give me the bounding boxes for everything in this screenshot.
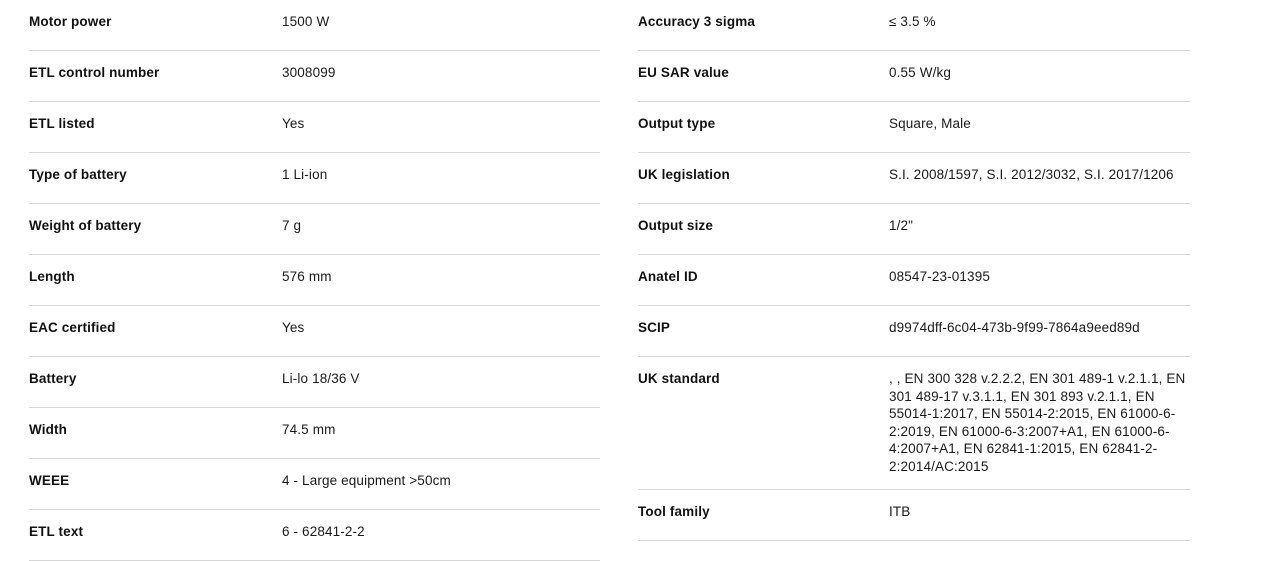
table-row: SCIP d9974dff-6c04-473b-9f99-7864a9eed89…	[638, 306, 1190, 357]
table-row: Type of battery 1 Li-ion	[29, 153, 600, 204]
spec-label: Width	[29, 422, 68, 437]
spec-value: 1 Li-ion	[282, 167, 328, 182]
spec-label: Type of battery	[29, 167, 127, 182]
spec-label: Motor power	[29, 14, 112, 29]
table-row: EAC certified Yes	[29, 306, 600, 357]
spec-value: Yes	[282, 320, 305, 335]
spec-column-right: Accuracy 3 sigma ≤ 3.5 % EU SAR value 0.…	[619, 0, 1279, 541]
spec-value: 1/2"	[889, 218, 914, 233]
spec-label: Tool family	[638, 503, 710, 519]
table-row: Anatel ID 08547-23-01395	[638, 255, 1190, 306]
spec-value: Li-lo 18/36 V	[282, 371, 360, 386]
spec-label: UK standard	[638, 371, 720, 386]
spec-label: Accuracy 3 sigma	[638, 14, 755, 29]
spec-label: Battery	[29, 371, 77, 386]
table-row: UK standard , , EN 300 328 v.2.2.2, EN 3…	[638, 357, 1190, 490]
table-row: Output size 1/2"	[638, 204, 1190, 255]
spec-label: UK legislation	[638, 167, 730, 182]
spec-label: ETL text	[29, 524, 84, 539]
spec-value: ≤ 3.5 %	[889, 14, 936, 29]
spec-label: Output type	[638, 116, 716, 131]
spec-label: ETL control number	[29, 65, 160, 80]
table-row: Length 576 mm	[29, 255, 600, 306]
table-row: Tool family ITB	[638, 490, 1190, 541]
spec-value: 3008099	[282, 65, 336, 80]
table-row: EU SAR value 0.55 W/kg	[638, 51, 1190, 102]
spec-column-left: Motor power 1500 W ETL control number 30…	[0, 0, 600, 561]
spec-value: , , EN 300 328 v.2.2.2, EN 301 489-1 v.2…	[889, 371, 1186, 474]
spec-value: 1500 W	[282, 14, 330, 29]
spec-label: Output size	[638, 218, 713, 233]
spec-value: 0.55 W/kg	[889, 65, 951, 80]
spec-value: 6 - 62841-2-2	[282, 524, 365, 539]
table-row: Battery Li-lo 18/36 V	[29, 357, 600, 408]
spec-value: 4 - Large equipment >50cm	[282, 473, 451, 488]
spec-label: EAC certified	[29, 320, 116, 335]
spec-label: Length	[29, 269, 75, 284]
table-row: UK legislation S.I. 2008/1597, S.I. 2012…	[638, 153, 1190, 204]
table-row: Weight of battery 7 g	[29, 204, 600, 255]
table-row: ETL text 6 - 62841-2-2	[29, 510, 600, 561]
table-row: ETL control number 3008099	[29, 51, 600, 102]
spec-value: S.I. 2008/1597, S.I. 2012/3032, S.I. 201…	[889, 167, 1174, 182]
spec-value: Yes	[282, 116, 305, 131]
spec-label: EU SAR value	[638, 65, 729, 80]
spec-label: ETL listed	[29, 116, 95, 131]
spec-value: 74.5 mm	[282, 422, 336, 437]
table-row: Width 74.5 mm	[29, 408, 600, 459]
spec-label: Anatel ID	[638, 269, 698, 284]
spec-value: Square, Male	[889, 116, 971, 131]
spec-value: 08547-23-01395	[889, 269, 990, 284]
spec-value: d9974dff-6c04-473b-9f99-7864a9eed89d	[889, 320, 1140, 335]
table-row: WEEE 4 - Large equipment >50cm	[29, 459, 600, 510]
spec-label: WEEE	[29, 473, 70, 488]
table-row: Motor power 1500 W	[29, 0, 600, 51]
table-row: Accuracy 3 sigma ≤ 3.5 %	[638, 0, 1190, 51]
spec-label: Weight of battery	[29, 218, 142, 233]
table-row: Output type Square, Male	[638, 102, 1190, 153]
spec-label: SCIP	[638, 320, 671, 335]
spec-value: 576 mm	[282, 269, 332, 284]
table-row: ETL listed Yes	[29, 102, 600, 153]
spec-value: 7 g	[282, 218, 302, 233]
spec-value: ITB	[889, 503, 911, 519]
